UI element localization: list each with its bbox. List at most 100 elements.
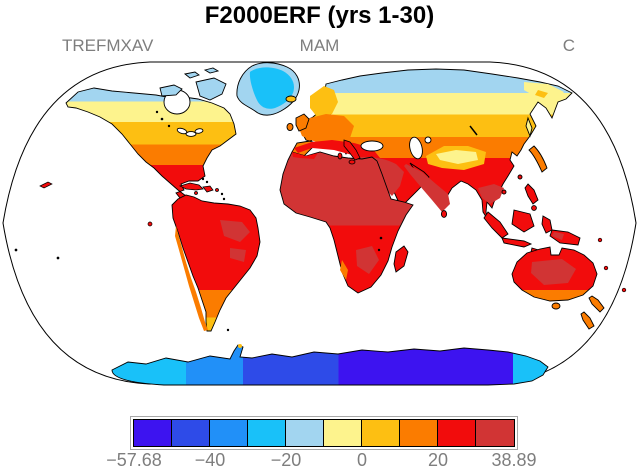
greenland: [236, 62, 300, 116]
italy: [343, 139, 361, 161]
colorbar-cell: [476, 420, 514, 446]
tibet-cold-core: [436, 150, 478, 164]
atlantic-islands: [286, 113, 310, 132]
island-speck-3: [14, 248, 18, 252]
hawaii: [39, 181, 53, 189]
iceland: [285, 95, 297, 103]
ne-siberia-amber-spot: [535, 90, 548, 98]
colorbar-tick-label: −57.68: [106, 450, 162, 470]
plot-title: F2000ERF (yrs 1-30): [204, 2, 435, 29]
units-label: C: [562, 36, 575, 55]
island-speck-4: [56, 256, 60, 260]
antarctica-landmass: [111, 344, 549, 386]
colorbar-tick-label: 0: [356, 450, 368, 470]
variable-label: TREFMXAV: [62, 36, 154, 55]
colorbar-tick-label: 38.89: [491, 450, 537, 470]
colorbar: [130, 416, 518, 450]
java: [501, 237, 533, 248]
african-lakes: [377, 236, 383, 252]
europe-band: [298, 114, 354, 142]
mindanao: [531, 205, 537, 211]
caribbean-islands: [178, 177, 226, 201]
australia-region: [511, 246, 605, 330]
namibia-coast-patch: [340, 260, 348, 280]
south-america: [171, 194, 261, 332]
sardinia: [337, 152, 343, 160]
lesser-antilles-1: [220, 192, 224, 196]
puerto-rico: [215, 188, 219, 192]
black-sea: [360, 140, 384, 152]
colorbar-cell: [134, 420, 172, 446]
great-britain: [295, 113, 310, 132]
season-label: MAM: [299, 36, 340, 55]
borneo: [511, 209, 535, 233]
sicily: [348, 159, 356, 165]
great-lakes: [176, 127, 204, 137]
island-speck-2: [621, 287, 627, 293]
canadian-arctic-islands: [159, 67, 227, 101]
new-guinea-hot-patch: [552, 232, 564, 240]
amazon-hot-patch-1: [220, 220, 250, 242]
colorbar-cell: [438, 420, 476, 446]
colorbar-cell: [210, 420, 248, 446]
sulawesi: [541, 215, 553, 234]
cuba: [178, 182, 204, 191]
hainan: [501, 189, 507, 195]
lake-baikal: [469, 125, 478, 136]
sakhalin: [525, 116, 533, 138]
lesser-antilles-2: [222, 197, 226, 201]
east-asian-islands: [440, 116, 548, 218]
canadian-lakes: [155, 110, 171, 128]
colorbar-cell: [324, 420, 362, 446]
bahamas-1: [201, 177, 205, 181]
amazon-hot-patch-2: [230, 248, 246, 262]
madagascar: [393, 245, 409, 273]
colorbar-cells: [133, 419, 515, 447]
iran-india-hot-region: [404, 164, 450, 212]
aral-sea: [424, 136, 432, 144]
philippines: [524, 183, 539, 205]
indochina-hot-region: [478, 184, 504, 204]
indonesia-new-guinea: [483, 209, 581, 257]
caspian-sea: [409, 136, 423, 160]
colorbar-cell: [362, 420, 400, 446]
scandinavia-band: [310, 86, 338, 118]
galapagos: [147, 221, 153, 227]
andes-band: [175, 226, 208, 331]
morocco-coast-band: [292, 152, 318, 159]
new-caledonia: [603, 265, 609, 271]
jamaica: [194, 191, 198, 195]
plot-subheader: TREFMXAV MAM C: [0, 36, 639, 56]
colorbar-cell: [400, 420, 438, 446]
north-america: [65, 67, 237, 202]
new-zealand: [580, 295, 605, 330]
ne-siberia-band: [524, 82, 564, 100]
taiwan: [517, 174, 523, 180]
africa: [279, 151, 414, 294]
colorbar-tick-label: 20: [427, 450, 449, 470]
colorbar-cell: [286, 420, 324, 446]
tasmania: [551, 302, 561, 310]
mediterranean-europe-band: [294, 140, 380, 164]
japan: [528, 145, 548, 173]
greenland-interior: [249, 67, 294, 109]
falkland-islands: [226, 328, 230, 332]
mediterranean-islands: [337, 139, 361, 165]
africa-landmass: [279, 151, 414, 294]
australia-interior-hot-patch: [531, 259, 576, 285]
colorbar-cell: [172, 420, 210, 446]
eurasia: [291, 68, 573, 221]
pacific-islands: [14, 181, 627, 293]
colorbar-cell: [248, 420, 286, 446]
colorbar-tick-label: −40: [194, 450, 226, 470]
hispaniola: [202, 185, 214, 193]
ireland: [286, 122, 294, 132]
bahamas-2: [205, 180, 209, 184]
colorbar-tick-label: −20: [270, 450, 302, 470]
antarctic-peninsula-warm-spot: [238, 344, 242, 348]
sri-lanka: [440, 210, 448, 218]
island-speck-1: [597, 237, 603, 243]
south-africa-hot-patch: [356, 246, 379, 274]
